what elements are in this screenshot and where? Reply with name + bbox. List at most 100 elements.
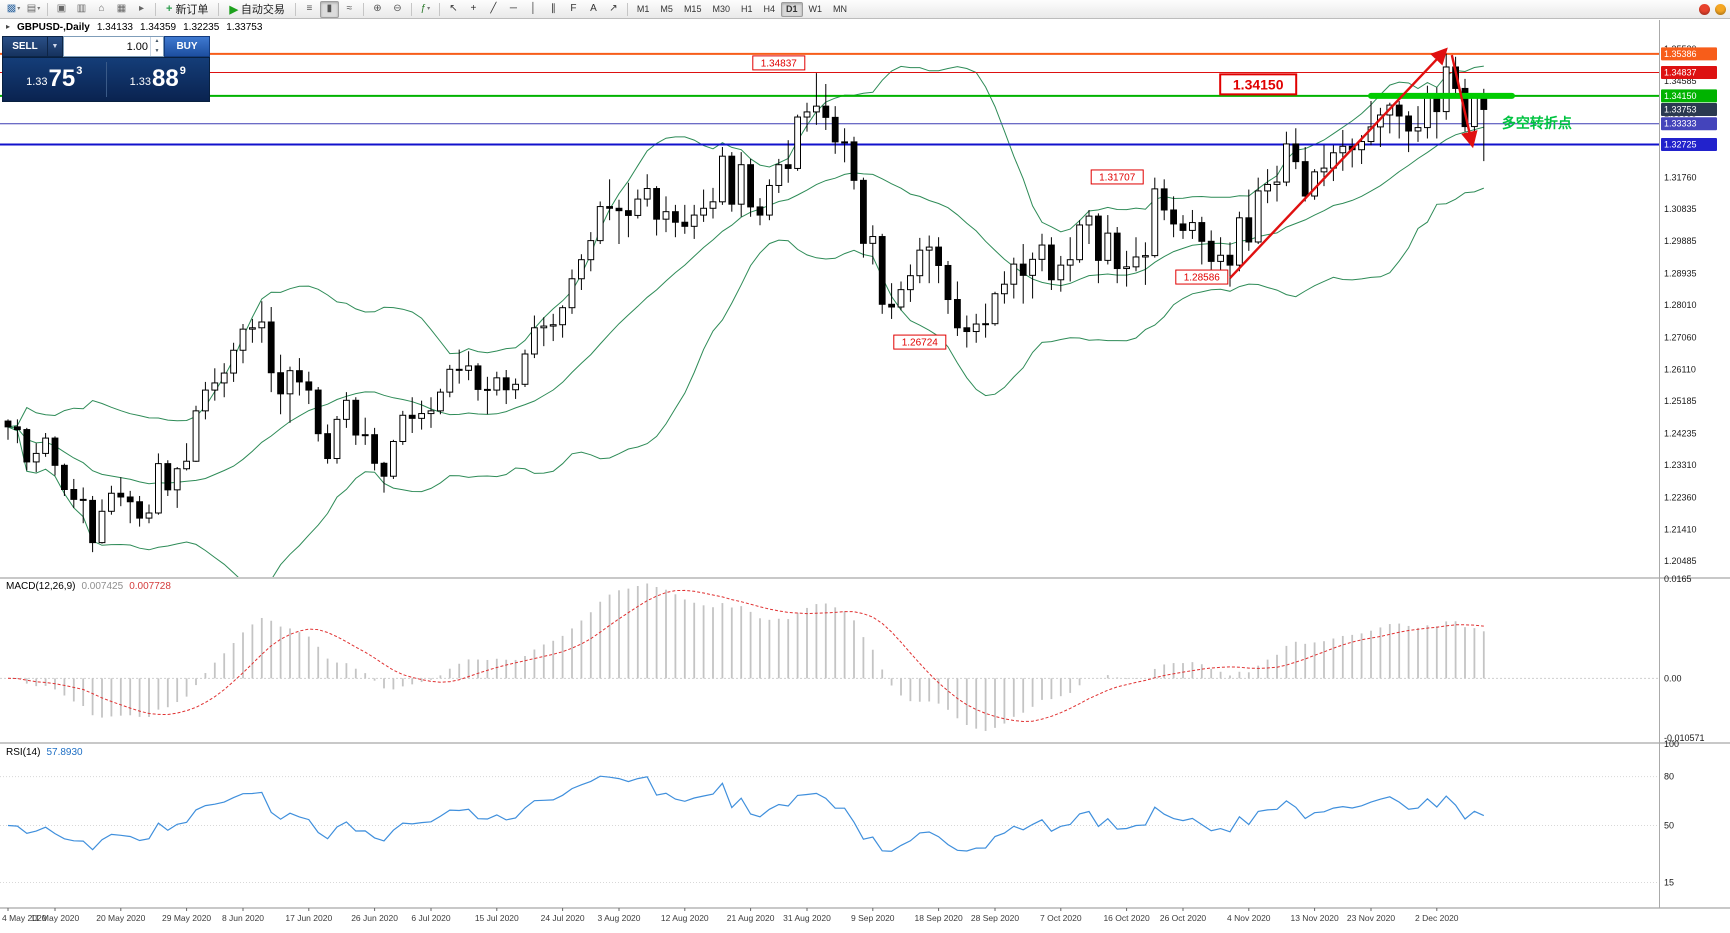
arrow-objects-icon[interactable]: ↗ xyxy=(609,3,618,14)
svg-text:11 May 2020: 11 May 2020 xyxy=(31,913,80,923)
ohlc-close: 1.33753 xyxy=(226,22,263,33)
indicators-icon[interactable]: ƒ ▾ xyxy=(420,3,431,14)
strategy-tester-icon[interactable]: ▸ xyxy=(138,3,145,14)
volume-stepper[interactable]: ▲▼ xyxy=(63,36,164,57)
alerts-icon[interactable] xyxy=(1715,3,1726,15)
fibonacci-icon[interactable]: F xyxy=(570,3,577,14)
svg-text:80: 80 xyxy=(1664,772,1674,782)
horizontal-line-icon[interactable]: ─ xyxy=(509,3,517,14)
price-annotation-box[interactable] xyxy=(1090,169,1144,185)
quote-panel: 1.33 75 3 1.33 88 9 xyxy=(2,57,210,102)
svg-text:1.33333: 1.33333 xyxy=(1664,119,1697,129)
quote-divider xyxy=(105,62,107,97)
cursor-icon[interactable]: ↖ xyxy=(449,3,458,14)
order-options-caret-icon[interactable]: ▼ xyxy=(48,36,63,57)
line-chart-icon[interactable]: ≈ xyxy=(346,3,353,14)
navigator-icon[interactable]: ⌂ xyxy=(98,3,105,14)
buy-button[interactable]: BUY xyxy=(164,36,210,57)
community-icon[interactable] xyxy=(1699,3,1710,15)
buy-price-pipette: 9 xyxy=(179,65,186,77)
price-annotation-text[interactable]: 1.34150 xyxy=(1233,76,1284,92)
bollinger-band-line xyxy=(7,65,1484,428)
trend-arrow-object[interactable] xyxy=(1229,47,1448,279)
macd-signal-value: 0.007728 xyxy=(129,581,171,592)
candlestick-chart-icon[interactable]: ▮ xyxy=(319,0,339,18)
price-annotation-text[interactable]: 1.31707 xyxy=(1099,172,1136,183)
tf-h1[interactable]: H1 xyxy=(740,3,753,14)
vertical-line-icon[interactable]: │ xyxy=(530,3,537,14)
svg-text:6 Jul 2020: 6 Jul 2020 xyxy=(411,913,450,923)
dropdown-caret-icon: ▾ xyxy=(17,6,21,12)
tf-d1[interactable]: D1 xyxy=(781,1,803,17)
svg-text:20 May 2020: 20 May 2020 xyxy=(96,913,145,923)
volume-spinner[interactable]: ▲ ▼ xyxy=(150,37,163,56)
toolbar-separator xyxy=(626,2,628,16)
svg-text:50: 50 xyxy=(1664,821,1674,831)
chart-profiles-icon[interactable]: ▤ ▾ xyxy=(26,3,41,14)
trend-arrow-object[interactable] xyxy=(1450,54,1478,149)
svg-text:15: 15 xyxy=(1664,878,1674,888)
trendline-icon[interactable]: ╱ xyxy=(490,3,497,14)
spin-up-icon[interactable]: ▲ xyxy=(154,38,160,45)
sell-price-pips: 75 xyxy=(48,65,76,92)
price-annotation-text[interactable]: 1.28586 xyxy=(1184,273,1221,284)
new-order-button[interactable]: + 新订单 xyxy=(160,1,214,18)
svg-text:1.24235: 1.24235 xyxy=(1664,428,1697,438)
toolbar-separator xyxy=(438,2,440,16)
text-label-icon[interactable]: A xyxy=(590,3,597,14)
new-chart-icon[interactable]: ▩ ▾ xyxy=(6,3,21,14)
buy-price-prefix: 1.33 xyxy=(129,76,152,88)
toolbar-separator xyxy=(294,2,296,16)
equidistant-channel-icon[interactable]: ∥ xyxy=(550,3,556,14)
symbol-header: ▸ GBPUSD-,Daily 1.34133 1.34359 1.32235 … xyxy=(6,22,262,33)
rsi-value: 57.8930 xyxy=(46,747,83,758)
buy-quote[interactable]: 1.33 88 9 xyxy=(107,58,210,101)
zoom-out-icon[interactable]: ⊖ xyxy=(393,3,402,14)
tf-h4[interactable]: H4 xyxy=(763,3,775,14)
zoom-in-icon[interactable]: ⊕ xyxy=(373,3,382,14)
tf-w1[interactable]: W1 xyxy=(808,3,823,14)
market-watch-icon[interactable]: ▣ xyxy=(56,3,67,14)
toolbar-separator xyxy=(362,2,364,16)
tf-m1[interactable]: M1 xyxy=(636,3,650,14)
data-window-icon[interactable]: ▥ xyxy=(76,3,87,14)
svg-text:1.33753: 1.33753 xyxy=(1664,104,1697,114)
svg-text:-0.010571: -0.010571 xyxy=(1664,733,1705,743)
text-annotation[interactable]: 多空转折点 xyxy=(1502,115,1572,131)
terminal-icon[interactable]: ▦ xyxy=(116,3,127,14)
rsi-label: RSI(14) xyxy=(6,747,41,758)
price-annotation-text[interactable]: 1.26724 xyxy=(902,338,939,349)
volume-input[interactable] xyxy=(64,40,150,53)
svg-text:15 Jul 2020: 15 Jul 2020 xyxy=(475,913,519,923)
new-order-glyph-icon: + xyxy=(166,3,173,15)
svg-text:28 Sep 2020: 28 Sep 2020 xyxy=(971,913,1019,923)
price-annotation-text[interactable]: 1.34837 xyxy=(761,58,798,69)
tf-mn[interactable]: MN xyxy=(833,3,848,14)
bar-chart-icon[interactable]: ≡ xyxy=(306,3,313,14)
bollinger-band-line xyxy=(7,126,1484,485)
price-annotation-box[interactable] xyxy=(1219,73,1298,96)
spin-down-icon[interactable]: ▼ xyxy=(154,47,160,54)
crosshair-icon[interactable]: + xyxy=(470,3,477,14)
sell-button[interactable]: SELL xyxy=(2,36,48,57)
svg-text:17 Jun 2020: 17 Jun 2020 xyxy=(285,913,332,923)
svg-text:0.00: 0.00 xyxy=(1664,673,1682,683)
tf-m15[interactable]: M15 xyxy=(683,3,702,14)
main-chart: 1.34837 1.34150 1.31707 1.28586 1.26724 多空转折点 xyxy=(0,47,1659,577)
buy-price-pips: 88 xyxy=(152,65,179,92)
price-annotation-box[interactable] xyxy=(1175,269,1229,285)
sell-quote[interactable]: 1.33 75 3 xyxy=(3,58,106,101)
svg-text:4 Nov 2020: 4 Nov 2020 xyxy=(1227,913,1271,923)
tf-m30[interactable]: M30 xyxy=(712,3,730,14)
svg-text:26 Oct 2020: 26 Oct 2020 xyxy=(1160,913,1207,923)
price-annotation-box[interactable] xyxy=(752,55,806,71)
symbol-title: GBPUSD-,Daily xyxy=(17,22,90,33)
rsi-panel xyxy=(0,775,1659,884)
price-annotation-box[interactable] xyxy=(893,334,947,350)
bollinger-band-line xyxy=(7,187,1484,577)
autotrading-button[interactable]: ▶ 自动交易 xyxy=(223,1,290,18)
tf-m5[interactable]: M5 xyxy=(660,3,673,14)
svg-text:1.34585: 1.34585 xyxy=(1664,76,1697,86)
svg-text:16 Oct 2020: 16 Oct 2020 xyxy=(1103,913,1150,923)
